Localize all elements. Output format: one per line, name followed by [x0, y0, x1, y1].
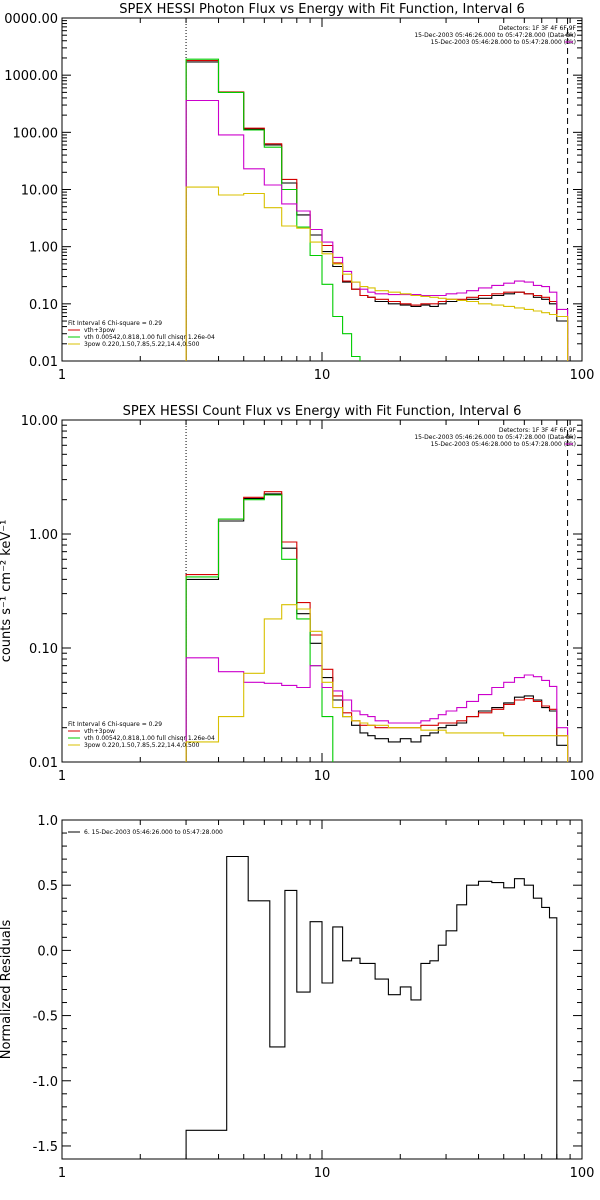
y-tick-label: 0.01 — [29, 756, 58, 771]
y-tick-label: -1.5 — [33, 1140, 58, 1155]
y-tick-label: -0.5 — [33, 1010, 58, 1025]
series-yellow-step-line — [185, 186, 569, 361]
header-line: Detectors: 1F 3F 4F 6F 9F — [499, 25, 577, 32]
series-magenta-step-line — [185, 99, 569, 361]
chart-panel-3: 1 10 100 1.0 0.5 0.0 -0.5 -1.0 -1.5 Normalized Re… — [0, 814, 594, 1181]
y-tick-label: 0.01 — [29, 355, 58, 370]
series-red-step-line — [185, 491, 569, 762]
legend-entry: vth+3pow — [84, 728, 115, 735]
y-tick-label: 10.00 — [21, 414, 58, 429]
y-tick-label: 0.0 — [37, 944, 58, 959]
legend-entry: 3pow 0.220,1.50,7.85,5.22,14.4,0.500 — [84, 341, 200, 348]
legend-entry: vth+3pow — [84, 327, 115, 334]
y-tick-label: 1.0 — [37, 814, 58, 829]
y-tick-label: 0000.00 — [4, 12, 58, 27]
y-tick-label: 1000.00 — [4, 69, 58, 84]
series-group — [185, 491, 569, 762]
x-tick-label: 1 — [58, 368, 66, 383]
x-tick-label: 10 — [314, 1166, 331, 1181]
y-tick-label: 1.00 — [29, 528, 58, 543]
series-black-step-line — [185, 855, 569, 1159]
y-tick-label: 0.5 — [37, 879, 58, 894]
legend-entry: vth 0.00542,0.818,1.00 full chisqr 1.26e… — [84, 735, 215, 742]
y-axis-label: Normalized Residuals — [0, 920, 14, 1060]
chart-title: SPEX HESSI Count Flux vs Energy with Fit… — [123, 404, 522, 419]
header-line: 15-Dec-2003 05:46:28.000 to 05:47:28.000… — [431, 39, 576, 46]
y-axis-label: counts s⁻¹ cm⁻² keV⁻¹ — [0, 520, 14, 663]
plot-frame — [61, 17, 583, 362]
header-line: 15-Dec-2003 05:46:28.000 to 05:47:28.000… — [431, 441, 576, 448]
series-green-step-line — [185, 58, 361, 361]
header-line: 15-Dec-2003 05:46:26.000 to 05:47:28.000… — [414, 32, 576, 39]
series-magenta-step-line — [185, 657, 569, 762]
legend-entry: 6. 15-Dec-2003 05:46:26.000 to 05:47:28.… — [84, 829, 223, 836]
y-tick-label: 0.10 — [29, 642, 58, 657]
y-tick-label: 0.10 — [29, 298, 58, 313]
series-group — [185, 855, 569, 1159]
series-green-step-line — [185, 494, 334, 762]
y-tick-label: 1.00 — [29, 241, 58, 256]
legend-entry: Fit Interval 6 Chi-square = 0.29 — [68, 721, 162, 728]
x-tick-label: 100 — [570, 1166, 595, 1181]
x-tick-label: 10 — [314, 769, 331, 784]
chart-panel-2: SPEX HESSI Count Flux vs Energy with Fit… — [0, 404, 594, 784]
x-tick-label: 10 — [314, 368, 331, 383]
x-tick-label: 100 — [570, 368, 595, 383]
y-tick-label: 100.00 — [13, 126, 59, 141]
legend-entry: vth 0.00542,0.818,1.00 full chisqr 1.26e… — [84, 334, 215, 341]
x-tick-label: 1 — [58, 769, 66, 784]
x-tick-label: 100 — [570, 769, 595, 784]
plot-frame — [61, 819, 583, 1160]
series-group — [185, 58, 569, 361]
header-line: Detectors: 1F 3F 4F 6F 9F — [499, 427, 577, 434]
series-yellow-step-line — [185, 604, 569, 762]
header-line: 15-Dec-2003 05:46:26.000 to 05:47:28.000… — [414, 434, 576, 441]
y-tick-label: 10.00 — [21, 184, 58, 199]
legend-entry: Fit Interval 6 Chi-square = 0.29 — [68, 320, 162, 327]
chart-panel-1: SPEX HESSI Photon Flux vs Energy with Fi… — [4, 2, 594, 383]
series-black-step-line — [185, 493, 569, 762]
chart-title: SPEX HESSI Photon Flux vs Energy with Fi… — [119, 2, 525, 17]
legend-entry: 3pow 0.220,1.50,7.85,5.22,14.4,0.500 — [84, 742, 200, 749]
y-tick-label: -1.0 — [33, 1075, 58, 1090]
x-tick-label: 1 — [58, 1166, 66, 1181]
